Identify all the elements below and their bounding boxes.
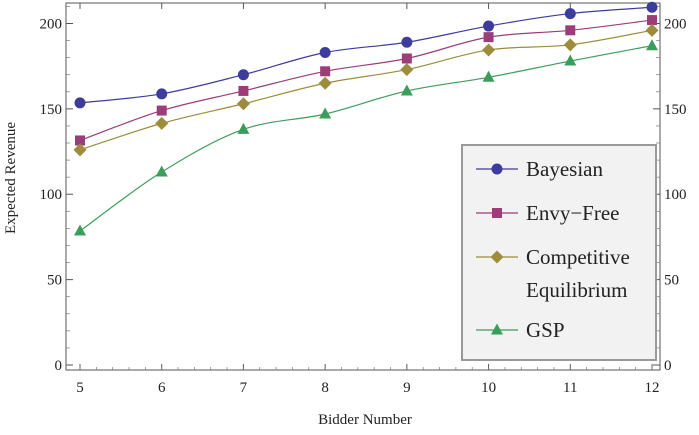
- data-point-competitive-equilibrium: [318, 76, 332, 90]
- data-point-bayesian: [646, 1, 658, 13]
- x-axis-title: Bidder Number: [318, 412, 412, 428]
- series-line-competitive-equilibrium: [79, 29, 653, 151]
- y-tick-label-left: 200: [40, 16, 63, 32]
- legend-marker-competitive-equilibrium: [490, 250, 504, 264]
- x-tick-label: 10: [481, 380, 496, 396]
- data-point-competitive-equilibrium: [73, 143, 87, 157]
- y-tick-label-left: 100: [40, 187, 63, 203]
- y-tick-label-right: 0: [664, 358, 672, 374]
- legend-item-competitive-equilibrium: Competitive Equilibrium: [476, 245, 630, 302]
- data-point-competitive-equilibrium: [563, 38, 577, 52]
- data-point-envy-free: [238, 85, 249, 96]
- data-point-bayesian: [237, 69, 249, 81]
- series-layer: [73, 1, 659, 236]
- data-point-envy-free: [647, 15, 657, 26]
- y-tick-label-right: 150: [664, 102, 687, 118]
- legend-marker-envy-free: [492, 208, 502, 218]
- x-tick-label: 9: [403, 380, 411, 396]
- legend-label-competitive-equilibrium-line-2: Equilibrium: [526, 278, 628, 302]
- data-point-gsp: [155, 165, 168, 177]
- data-point-gsp: [400, 84, 413, 96]
- legend-label-envy-free: Envy−Free: [526, 201, 620, 225]
- data-point-envy-free: [483, 32, 494, 43]
- legend-item-bayesian: Bayesian: [476, 157, 603, 181]
- data-point-envy-free: [156, 105, 167, 116]
- legend-label-bayesian: Bayesian: [526, 157, 603, 181]
- x-tick-label: 11: [563, 380, 577, 396]
- legend-box: [461, 144, 657, 361]
- x-tick-label: 6: [158, 380, 166, 396]
- y-tick-label-right: 100: [664, 187, 687, 203]
- x-tick-label: 12: [645, 380, 660, 396]
- data-point-gsp: [646, 39, 658, 51]
- legend-marker-gsp: [491, 323, 503, 335]
- data-point-gsp: [237, 122, 250, 134]
- y-tick-label-left: 50: [47, 273, 62, 289]
- data-point-envy-free: [320, 66, 331, 77]
- data-point-gsp: [319, 107, 332, 119]
- series-line-bayesian: [79, 6, 653, 104]
- y-tick-label-left: 150: [40, 102, 63, 118]
- data-point-competitive-equilibrium: [155, 116, 169, 130]
- data-point-bayesian: [74, 97, 86, 109]
- legend-marker-bayesian: [491, 163, 503, 175]
- legend-item-envy-free: Envy−Free: [476, 201, 620, 225]
- data-point-bayesian: [483, 20, 495, 32]
- data-point-competitive-equilibrium: [645, 23, 659, 37]
- series-gsp: [74, 39, 658, 236]
- series-competitive-equilibrium: [73, 23, 659, 157]
- data-point-competitive-equilibrium: [236, 97, 250, 111]
- series-line-envy-free: [79, 19, 653, 142]
- y-tick-label-right: 200: [664, 16, 687, 32]
- data-point-bayesian: [319, 47, 331, 59]
- legend: Bayesian Envy−Free Competitive Equilibrium G…: [461, 144, 657, 361]
- data-point-envy-free: [75, 135, 85, 146]
- data-point-competitive-equilibrium: [482, 43, 496, 57]
- y-axis-title: Expected Revenue: [3, 122, 19, 234]
- data-point-bayesian: [564, 8, 576, 20]
- x-tick-label: 8: [321, 380, 329, 396]
- series-bayesian: [74, 1, 658, 109]
- data-point-gsp: [74, 224, 86, 236]
- data-point-envy-free: [401, 53, 412, 64]
- y-tick-label-left: 0: [55, 358, 63, 374]
- x-tick-label: 7: [240, 380, 248, 396]
- data-point-competitive-equilibrium: [400, 63, 414, 77]
- x-tick-label: 5: [76, 380, 84, 396]
- data-point-gsp: [564, 54, 577, 66]
- data-point-gsp: [482, 70, 495, 82]
- legend-item-gsp: GSP: [476, 318, 565, 342]
- data-point-bayesian: [156, 88, 168, 100]
- data-point-bayesian: [401, 36, 413, 48]
- legend-label-gsp: GSP: [526, 318, 565, 342]
- series-envy-free: [75, 15, 657, 146]
- data-point-envy-free: [565, 25, 576, 36]
- y-tick-label-right: 50: [664, 273, 679, 289]
- plot-frame: [65, 2, 661, 371]
- legend-label-competitive-equilibrium-line-1: Competitive: [526, 245, 630, 269]
